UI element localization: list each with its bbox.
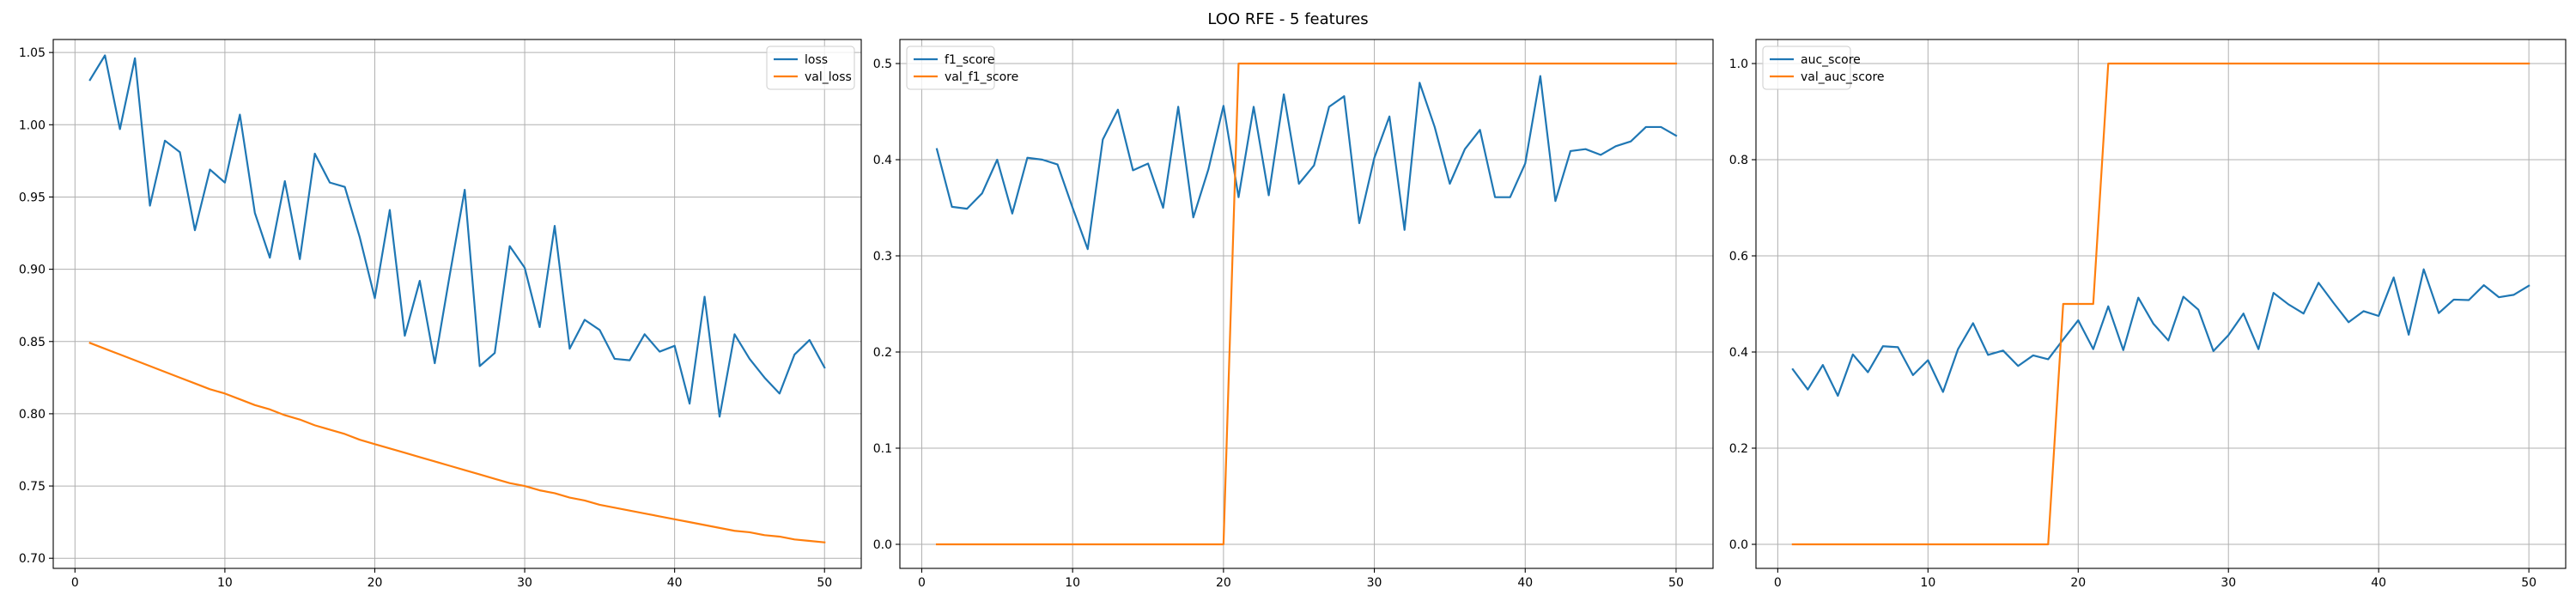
x-tick-label: 50 bbox=[1668, 576, 1684, 590]
x-tick-label: 40 bbox=[2371, 576, 2386, 590]
x-tick-label: 10 bbox=[1920, 576, 1935, 590]
y-tick-label: 0.3 bbox=[873, 250, 892, 264]
y-tick-label: 1.00 bbox=[19, 118, 46, 132]
grid bbox=[900, 39, 1713, 568]
series-line-f1-score bbox=[935, 75, 1678, 251]
auc-subplot: 0 10 20 30 40 50 0.0 0.2 0.4 0.6 0.8 1.0 auc_scoreva… bbox=[1729, 39, 2567, 590]
y-tick-label: 0.0 bbox=[1729, 538, 1748, 552]
y-tick-label: 0.4 bbox=[873, 154, 892, 167]
series-line-val-auc-score bbox=[1791, 62, 2530, 546]
loss-subplot: 0 10 20 30 40 50 0.70 0.75 0.80 0.85 0.90 0.95 1.00 1… bbox=[19, 39, 862, 590]
y-tick-label: 0.2 bbox=[873, 346, 892, 360]
x-tick-label: 50 bbox=[817, 576, 832, 590]
series-line-loss bbox=[88, 54, 826, 418]
y-tick-label: 0.85 bbox=[19, 336, 46, 349]
y-tick-label: 0.0 bbox=[873, 538, 892, 552]
legend-label: loss bbox=[805, 53, 828, 67]
x-axis: 0 10 20 30 40 50 bbox=[71, 568, 832, 590]
y-tick-label: 0.80 bbox=[19, 408, 46, 422]
legend-box bbox=[906, 46, 995, 90]
legend-label: val_auc_score bbox=[1801, 70, 1885, 84]
grid bbox=[53, 39, 861, 568]
legend-label: val_loss bbox=[805, 70, 852, 84]
f1-subplot: 0 10 20 30 40 50 0.0 0.1 0.2 0.3 0.4 0.5 f1_scoreval… bbox=[873, 39, 1714, 590]
x-tick-label: 0 bbox=[1774, 576, 1782, 590]
x-tick-label: 40 bbox=[667, 576, 683, 590]
axes-frame bbox=[899, 39, 1714, 569]
x-tick-label: 10 bbox=[217, 576, 233, 590]
series-line-auc-score bbox=[1791, 268, 2530, 398]
grid bbox=[1756, 39, 2566, 568]
x-tick-label: 20 bbox=[1216, 576, 1231, 590]
axes-frame bbox=[1755, 39, 2567, 569]
y-tick-label: 1.0 bbox=[1729, 58, 1748, 71]
y-tick-label: 0.75 bbox=[19, 480, 46, 494]
y-tick-label: 0.1 bbox=[873, 442, 892, 456]
x-tick-label: 30 bbox=[517, 576, 532, 590]
legend: f1_score val_f1_score bbox=[906, 46, 1018, 90]
x-tick-label: 40 bbox=[1517, 576, 1533, 590]
figure-title: LOO RFE - 5 features bbox=[1207, 10, 1368, 28]
y-tick-label: 0.4 bbox=[1729, 346, 1748, 360]
y-axis: 0.0 0.2 0.4 0.6 0.8 1.0 bbox=[1729, 58, 1756, 552]
x-tick-label: 0 bbox=[71, 576, 79, 590]
y-tick-label: 0.5 bbox=[873, 58, 892, 71]
x-axis: 0 10 20 30 40 50 bbox=[918, 568, 1684, 590]
y-axis: 0.70 0.75 0.80 0.85 0.90 0.95 1.00 1.05 bbox=[19, 46, 53, 566]
legend: auc_score val_auc_score bbox=[1762, 46, 1885, 90]
y-tick-label: 0.6 bbox=[1729, 250, 1748, 264]
x-tick-label: 50 bbox=[2521, 576, 2537, 590]
x-tick-label: 0 bbox=[918, 576, 926, 590]
legend-box bbox=[766, 46, 855, 90]
y-tick-label: 0.8 bbox=[1729, 154, 1748, 167]
x-tick-label: 20 bbox=[2070, 576, 2086, 590]
y-tick-label: 0.95 bbox=[19, 191, 46, 204]
legend-label: auc_score bbox=[1801, 53, 1861, 67]
legend-label: val_f1_score bbox=[945, 70, 1018, 84]
series-lines bbox=[88, 54, 826, 543]
x-axis: 0 10 20 30 40 50 bbox=[1774, 568, 2537, 590]
series-line-val-loss bbox=[88, 342, 826, 543]
y-tick-label: 0.90 bbox=[19, 264, 46, 277]
x-tick-label: 30 bbox=[2221, 576, 2236, 590]
axes-frame bbox=[52, 39, 862, 569]
series-lines bbox=[1791, 62, 2530, 546]
series-lines bbox=[935, 62, 1678, 546]
y-axis: 0.0 0.1 0.2 0.3 0.4 0.5 bbox=[873, 58, 900, 552]
legend-box bbox=[1762, 46, 1851, 90]
x-tick-label: 10 bbox=[1065, 576, 1080, 590]
series-line-val-f1-score bbox=[935, 62, 1678, 546]
y-tick-label: 0.70 bbox=[19, 552, 46, 566]
legend: loss val_loss bbox=[766, 46, 855, 90]
x-tick-label: 30 bbox=[1367, 576, 1382, 590]
subplots: 0 10 20 30 40 500.700.750.800.850.900.951.001… bbox=[19, 39, 2567, 590]
x-tick-label: 20 bbox=[368, 576, 383, 590]
y-tick-label: 1.05 bbox=[19, 46, 46, 60]
y-tick-label: 0.2 bbox=[1729, 442, 1748, 456]
legend-label: f1_score bbox=[945, 53, 994, 67]
